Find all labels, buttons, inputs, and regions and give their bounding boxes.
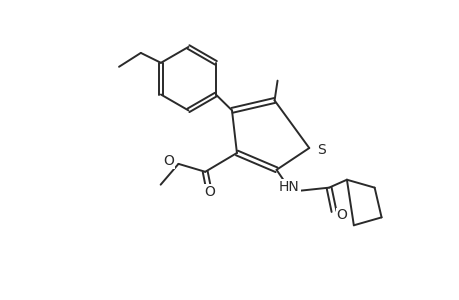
Text: HN: HN <box>279 180 299 194</box>
Text: O: O <box>336 208 347 222</box>
Text: O: O <box>204 184 215 199</box>
Text: S: S <box>316 143 325 157</box>
Text: O: O <box>163 154 174 168</box>
